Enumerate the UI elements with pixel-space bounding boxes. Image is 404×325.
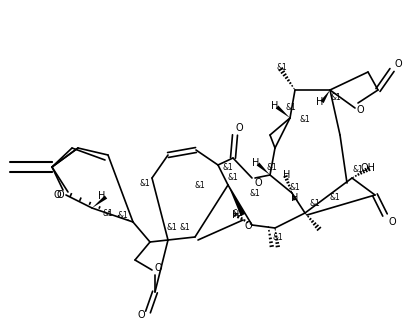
Text: O: O bbox=[356, 105, 364, 115]
Text: O: O bbox=[388, 217, 396, 227]
Text: O: O bbox=[254, 178, 262, 188]
Text: &1: &1 bbox=[103, 209, 114, 217]
Text: H: H bbox=[271, 101, 279, 111]
Text: &1: &1 bbox=[267, 163, 278, 173]
Text: O: O bbox=[56, 190, 64, 200]
Text: O: O bbox=[244, 221, 252, 231]
Text: &1: &1 bbox=[290, 184, 301, 192]
Text: &1: &1 bbox=[180, 224, 190, 232]
Text: H: H bbox=[232, 210, 240, 220]
Text: H: H bbox=[283, 170, 291, 180]
Polygon shape bbox=[320, 90, 330, 103]
Text: &1: &1 bbox=[300, 115, 310, 124]
Text: &1: &1 bbox=[277, 63, 287, 72]
Text: &1: &1 bbox=[166, 224, 177, 232]
Text: &1: &1 bbox=[273, 232, 283, 241]
Text: &1: &1 bbox=[330, 93, 341, 101]
Text: &1: &1 bbox=[118, 211, 128, 219]
Text: O: O bbox=[154, 263, 162, 273]
Text: O: O bbox=[235, 123, 243, 133]
Text: &1: &1 bbox=[250, 188, 260, 198]
Polygon shape bbox=[92, 195, 107, 208]
Polygon shape bbox=[228, 185, 245, 216]
Text: H: H bbox=[316, 97, 324, 107]
Text: &1: &1 bbox=[140, 178, 150, 188]
Text: O: O bbox=[394, 59, 402, 69]
Text: &1: &1 bbox=[227, 174, 238, 183]
Text: H: H bbox=[252, 158, 260, 168]
Text: &1: &1 bbox=[223, 163, 234, 173]
Text: &1: &1 bbox=[309, 200, 320, 209]
Text: OH: OH bbox=[360, 163, 375, 173]
Text: H: H bbox=[291, 193, 299, 203]
Text: O: O bbox=[53, 190, 61, 200]
Text: &1: &1 bbox=[286, 102, 297, 111]
Text: &1: &1 bbox=[195, 180, 205, 189]
Text: &1: &1 bbox=[353, 165, 363, 175]
Text: &1: &1 bbox=[330, 193, 341, 202]
Polygon shape bbox=[276, 106, 290, 118]
Polygon shape bbox=[257, 162, 270, 175]
Text: H: H bbox=[98, 191, 106, 201]
Text: O: O bbox=[137, 310, 145, 320]
Text: &1: &1 bbox=[233, 209, 243, 217]
